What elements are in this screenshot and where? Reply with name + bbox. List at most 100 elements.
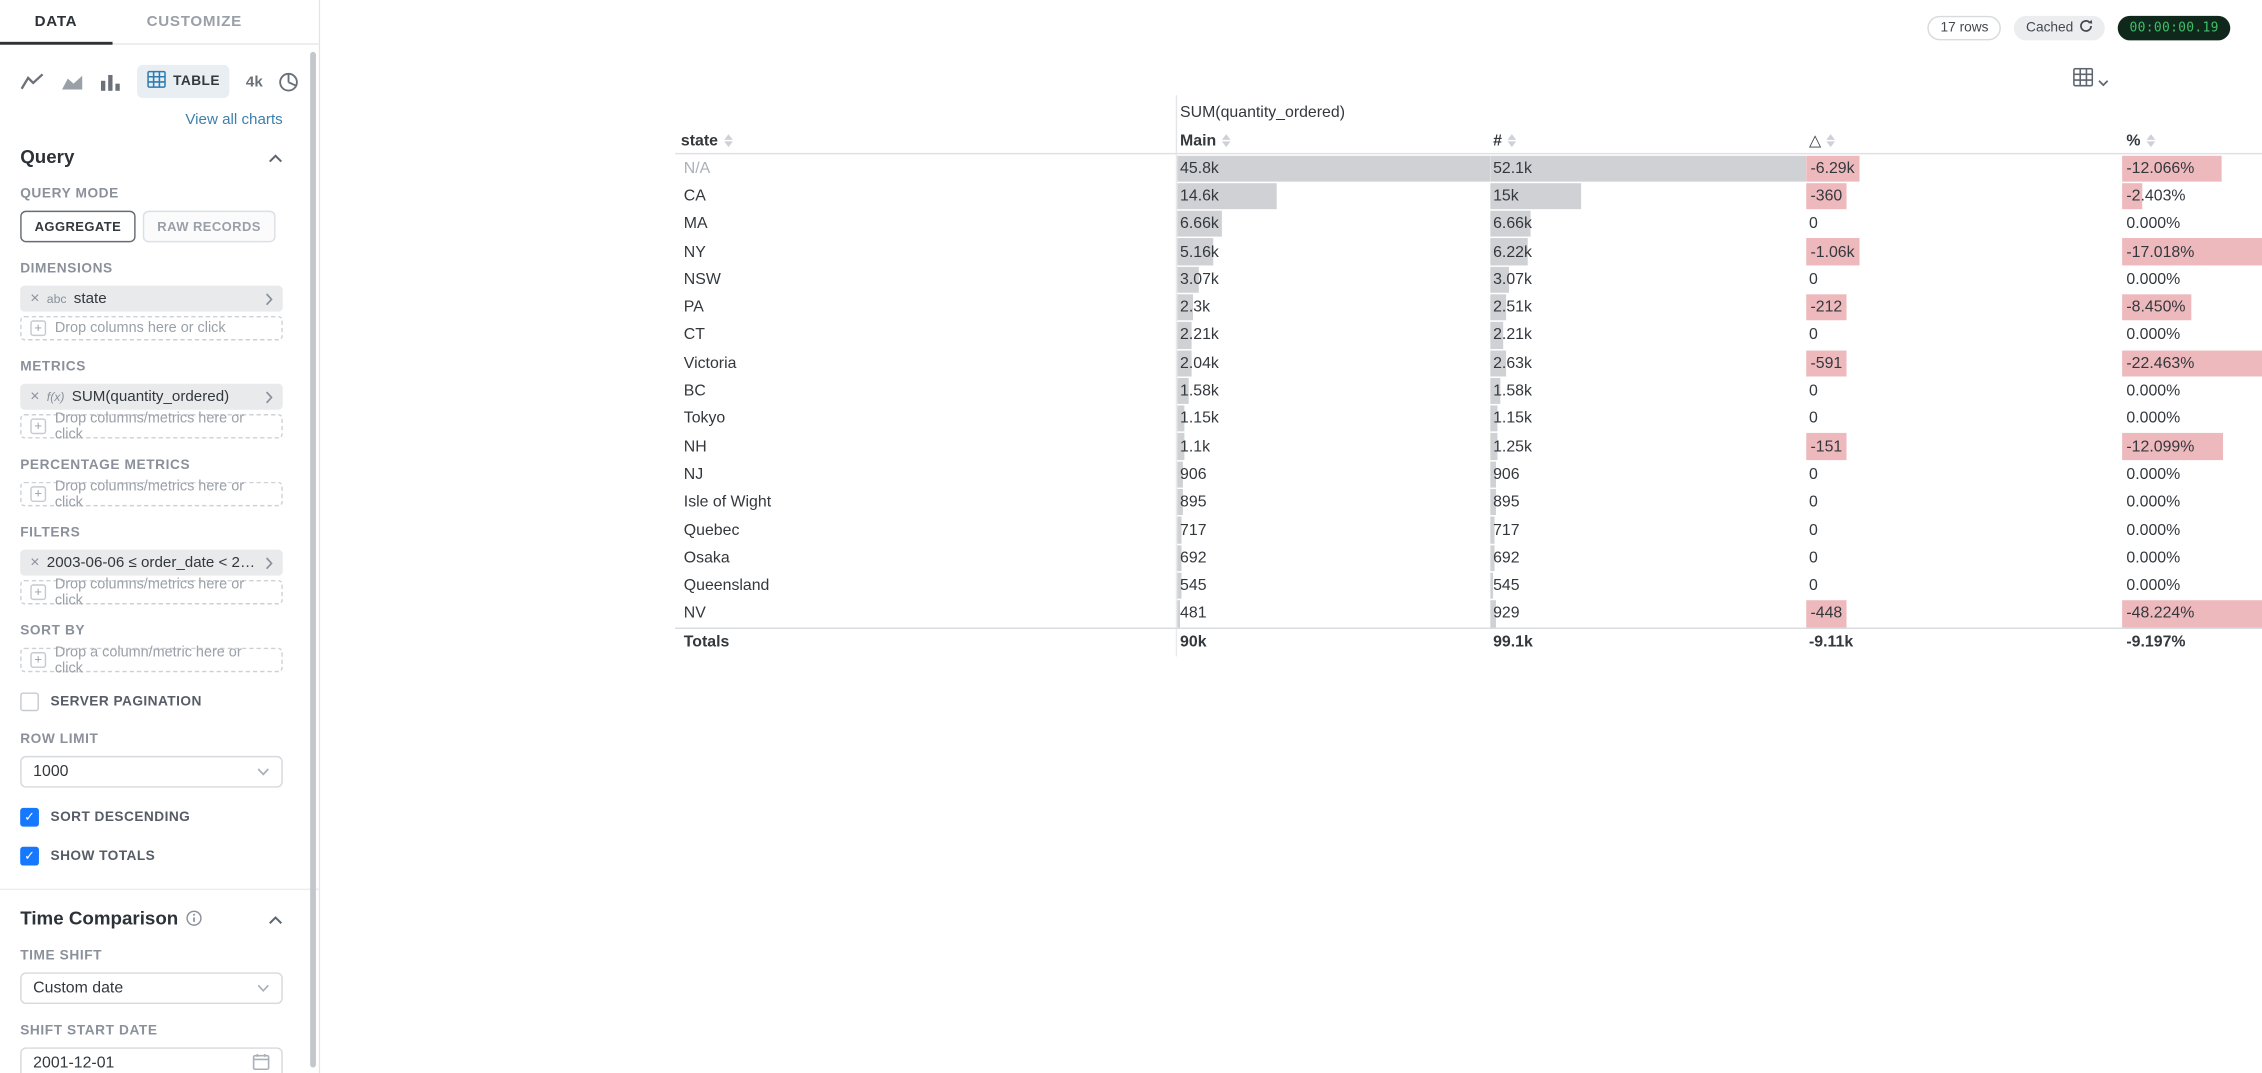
chevron-right-icon[interactable] <box>265 292 273 305</box>
metrics-drop-zone[interactable]: + Drop columns/metrics here or click <box>20 410 283 442</box>
sort-icon[interactable] <box>2146 134 2155 148</box>
table-row[interactable]: CT 2.21k 2.21k 0 0.000% <box>675 321 2262 350</box>
drop-placeholder-text: Drop columns/metrics here or click <box>54 478 245 510</box>
cell-percent: -12.099% <box>2122 433 2262 461</box>
table-row[interactable]: NV 481 929 -448 -48.224% <box>675 599 2262 628</box>
sort-descending-checkbox[interactable]: SORT DESCENDING <box>20 807 283 827</box>
value-bar <box>1490 377 1500 405</box>
sidebar-scrollbar[interactable] <box>310 51 316 1068</box>
table-row[interactable]: Osaka 692 692 0 0.000% <box>675 544 2262 572</box>
table-row[interactable]: MA 6.66k 6.66k 0 0.000% <box>675 210 2262 238</box>
area-chart-icon[interactable] <box>61 72 84 91</box>
plus-icon: + <box>30 418 47 435</box>
cell-count: 545 <box>1490 572 1806 600</box>
value-bar <box>1177 433 1185 460</box>
show-totals-checkbox[interactable]: SHOW TOTALS <box>20 846 283 866</box>
dimensions-drop-zone[interactable]: + Drop columns here or click <box>20 315 283 341</box>
time-shift-value: Custom date <box>33 979 124 997</box>
table-row[interactable]: BC 1.58k 1.58k 0 0.000% <box>675 377 2262 405</box>
cell-percent: 0.000% <box>2126 270 2181 289</box>
raw-records-button[interactable]: RAW RECORDS <box>142 210 276 243</box>
time-comparison-section-header[interactable]: Time Comparison <box>20 907 283 929</box>
pie-chart-icon[interactable] <box>279 71 299 91</box>
table-row[interactable]: NY 5.16k 6.22k -1.06k -17.018% <box>675 237 2262 266</box>
shift-start-date-input[interactable]: 2001-12-01 <box>20 1047 283 1073</box>
cell-state: PA <box>683 298 704 317</box>
cell-count: 52.1k <box>1490 154 1807 182</box>
query-mode-toggle: AGGREGATE RAW RECORDS <box>20 210 283 243</box>
table-row[interactable]: NSW 3.07k 3.07k 0 0.000% <box>675 265 2262 294</box>
value-bar <box>1177 238 1213 265</box>
cell-state: Osaka <box>683 549 730 567</box>
value-bar <box>1177 294 1193 321</box>
table-row[interactable]: Queensland 545 545 0 0.000% <box>675 571 2262 600</box>
tab-data[interactable]: DATA <box>0 0 112 45</box>
table-row[interactable]: Tokyo 1.15k 1.15k 0 0.000% <box>675 404 2262 433</box>
refresh-icon[interactable] <box>2079 19 2093 38</box>
display-type-dropdown[interactable] <box>2073 67 2109 94</box>
column-header-main[interactable]: Main <box>1175 128 1490 153</box>
table-row[interactable]: Isle of Wight 895 895 0 0.000% <box>675 488 2262 517</box>
metric-chip-sum[interactable]: × f(x) SUM(quantity_ordered) <box>20 383 283 410</box>
remove-icon[interactable]: × <box>30 553 40 571</box>
chevron-down-icon <box>257 763 270 780</box>
column-header-count[interactable]: # <box>1490 128 1806 153</box>
filters-drop-zone[interactable]: + Drop columns/metrics here or click <box>20 576 283 608</box>
metric-type-label: f(x) <box>46 389 65 404</box>
sort-icon[interactable] <box>1827 134 1836 148</box>
sort-icon[interactable] <box>1507 134 1517 148</box>
totals-delta-cell: -9.11k <box>1809 633 1854 652</box>
drop-placeholder-text: Drop columns/metrics here or click <box>54 576 245 609</box>
cell-state: NH <box>683 437 707 456</box>
query-section-header[interactable]: Query <box>20 146 283 167</box>
viz-type-table-selected[interactable]: TABLE <box>137 64 231 99</box>
info-icon[interactable] <box>185 910 202 926</box>
column-header-state[interactable]: state <box>675 128 1176 153</box>
chevron-right-icon[interactable] <box>265 390 273 403</box>
cell-percent: 0.000% <box>2126 521 2181 539</box>
view-all-charts-link[interactable]: View all charts <box>185 111 283 129</box>
time-shift-select[interactable]: Custom date <box>20 972 283 1005</box>
remove-icon[interactable]: × <box>30 387 40 405</box>
column-header-delta[interactable]: △ <box>1806 128 2122 153</box>
checkbox-label: SHOW TOTALS <box>50 848 156 865</box>
cell-state: Victoria <box>683 354 737 372</box>
table-row[interactable]: Victoria 2.04k 2.63k -591 -22.463% <box>675 349 2262 378</box>
sort-by-drop-zone[interactable]: + Drop a column/metric here or click <box>20 644 283 676</box>
table-row[interactable]: Quebec 717 717 0 0.000% <box>675 516 2262 545</box>
cell-state: NSW <box>683 270 721 289</box>
delta-value: 0 <box>1809 549 1818 567</box>
value-bar <box>1490 210 1531 238</box>
sort-icon[interactable] <box>1221 134 1231 148</box>
value-bar <box>1490 433 1498 460</box>
chevron-right-icon[interactable] <box>265 556 273 569</box>
plus-icon: + <box>30 320 47 337</box>
column-header-percent[interactable]: % <box>2122 128 2262 153</box>
server-pagination-checkbox[interactable]: SERVER PAGINATION <box>20 692 283 712</box>
remove-icon[interactable]: × <box>30 289 40 307</box>
sort-icon[interactable] <box>723 134 733 148</box>
table-row[interactable]: N/A 45.8k 52.1k -6.29k -12.066% <box>675 154 2262 183</box>
table-row[interactable]: PA 2.3k 2.51k -212 -8.450% <box>675 293 2262 322</box>
results-table: SUM(quantity_ordered) state Main # <box>675 95 2262 656</box>
bar-chart-icon[interactable] <box>100 72 122 91</box>
table-row[interactable]: CA 14.6k 15k -360 -2.403% <box>675 182 2262 211</box>
cell-delta: -448 <box>1806 600 2122 628</box>
tab-customize[interactable]: CUSTOMIZE <box>146 12 243 31</box>
big-number-chart-icon[interactable]: 4k <box>245 72 263 91</box>
delta-value: -6.29k <box>1806 155 1859 182</box>
filter-chip-order-date[interactable]: × 2003-06-06 ≤ order_date < 2024-... <box>20 549 283 576</box>
checkbox-label: SORT DESCENDING <box>50 809 191 826</box>
line-chart-icon[interactable] <box>20 72 45 91</box>
dimension-chip-state[interactable]: × abc state <box>20 285 283 312</box>
query-timer-badge: 00:00:00.19 <box>2118 15 2231 41</box>
cached-badge[interactable]: Cached <box>2014 15 2106 41</box>
table-row[interactable]: NH 1.1k 1.25k -151 -12.099% <box>675 432 2262 461</box>
row-limit-select[interactable]: 1000 <box>20 755 283 788</box>
percentage-metrics-drop-zone[interactable]: + Drop columns/metrics here or click <box>20 478 283 510</box>
aggregate-button[interactable]: AGGREGATE <box>20 210 136 243</box>
percent-bar <box>2122 182 2143 210</box>
table-row[interactable]: NJ 906 906 0 0.000% <box>675 460 2262 489</box>
cell-main: 481 <box>1175 599 1490 628</box>
